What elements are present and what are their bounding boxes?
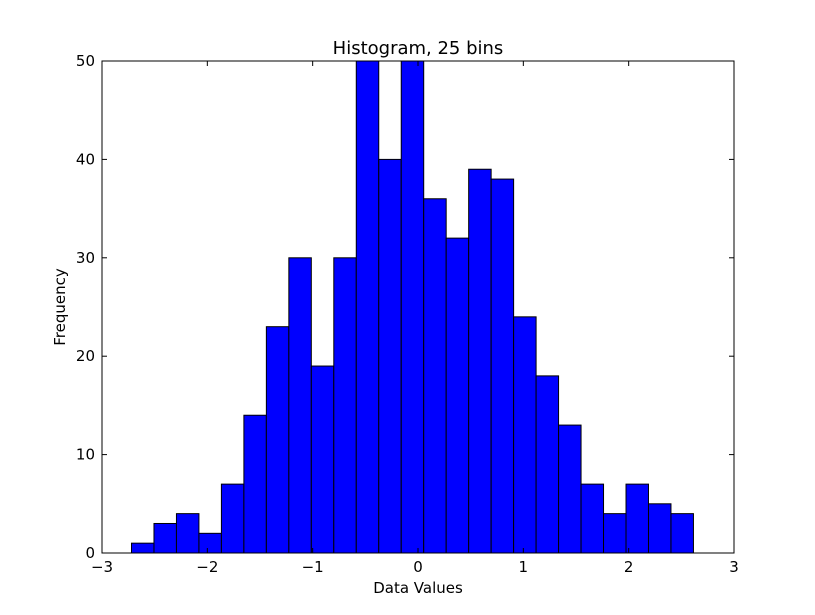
histogram-bar [603, 513, 627, 554]
histogram-bar [580, 483, 605, 554]
y-tick-label: 30 [76, 249, 95, 267]
histogram-bar [670, 513, 694, 554]
histogram-bar [378, 158, 402, 554]
histogram-bar [490, 178, 515, 554]
x-tick-label: 1 [519, 558, 529, 576]
y-tick-label: 50 [76, 52, 95, 70]
x-tick-label: 2 [624, 558, 634, 576]
y-axis-title: Frequency [51, 268, 69, 346]
histogram-bar [243, 414, 267, 554]
histogram-bar [558, 424, 582, 554]
histogram-bar [625, 483, 649, 554]
histogram-bar [153, 522, 177, 554]
x-tick-label: −1 [302, 558, 324, 576]
histogram-bar [423, 198, 447, 554]
y-tick-label: 10 [76, 446, 95, 464]
histogram-bar [468, 168, 492, 554]
histogram-bar [445, 237, 470, 554]
histogram-bar [265, 326, 290, 554]
histogram-bar [175, 513, 200, 554]
histogram-bar [535, 375, 560, 554]
histogram-bar [310, 365, 335, 554]
x-tick-label: −2 [196, 558, 218, 576]
histogram-bar [130, 542, 155, 554]
chart-title: Histogram, 25 bins [333, 38, 504, 59]
histogram-bar [333, 257, 357, 554]
histogram-bar [355, 60, 380, 554]
histogram-bar [513, 316, 537, 554]
x-tick-label: 0 [413, 558, 423, 576]
histogram-bar [220, 483, 245, 554]
y-tick-label: 0 [85, 544, 95, 562]
histogram-bar [400, 60, 425, 554]
x-tick-label: −3 [91, 558, 113, 576]
histogram-bar [647, 503, 672, 554]
x-tick-label: 3 [729, 558, 739, 576]
x-axis-title: Data Values [373, 579, 463, 597]
histogram-bar [198, 532, 222, 554]
y-tick-label: 40 [76, 150, 95, 168]
bars-group [130, 60, 694, 554]
histogram-bar [288, 257, 312, 554]
y-tick-label: 20 [76, 347, 95, 365]
